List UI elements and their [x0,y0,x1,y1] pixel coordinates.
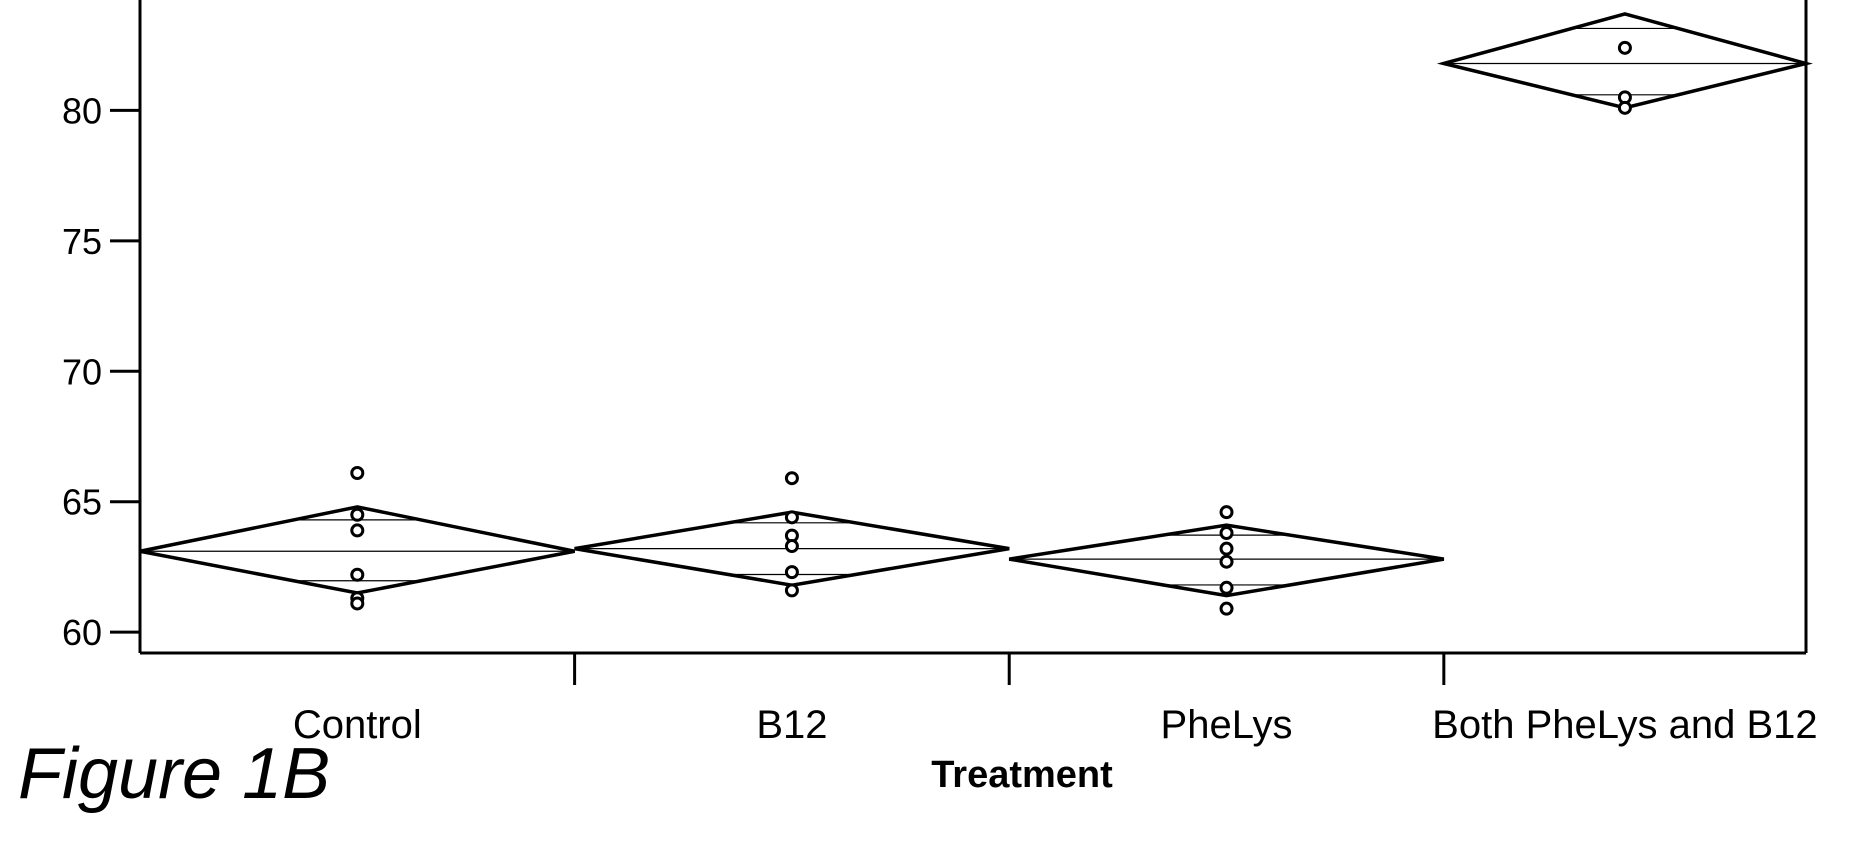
group-b12 [575,473,1010,596]
x-tick-label: PheLys [1161,703,1293,747]
y-tick-label: 85 [62,0,102,1]
x-tick-label: B12 [756,703,827,747]
figure-caption: Figure 1B [18,738,330,810]
plot-marks [140,14,1806,614]
y-axis: 60 65 70 75 80 85 [62,0,1806,653]
x-tick-label: Both PheLys and B12 [1432,703,1817,747]
data-point [1619,102,1630,113]
y-tick-label: 80 [62,90,102,131]
data-point [786,585,797,596]
data-point [786,512,797,523]
data-point [352,598,363,609]
data-point [1221,582,1232,593]
y-tick-label: 75 [62,221,102,262]
data-point [786,567,797,578]
group-control [140,468,575,609]
x-axis: ControlB12PheLysBoth PheLys and B12 [140,653,1818,747]
data-point [1221,507,1232,518]
data-point [1221,603,1232,614]
data-point [786,473,797,484]
data-point [352,509,363,520]
x-axis-title: Treatment [931,754,1113,796]
data-point [352,525,363,536]
group-both-phelys-and-b12 [1444,14,1806,113]
data-point [352,468,363,479]
group-phelys [1009,507,1444,615]
data-point [1221,556,1232,567]
data-point [1221,543,1232,554]
data-point [1619,42,1630,53]
data-point [352,569,363,580]
y-tick-label: 70 [62,351,102,392]
y-tick-label: 65 [62,482,102,523]
data-point [1221,528,1232,539]
data-point [786,541,797,552]
y-tick-label: 60 [62,612,102,653]
